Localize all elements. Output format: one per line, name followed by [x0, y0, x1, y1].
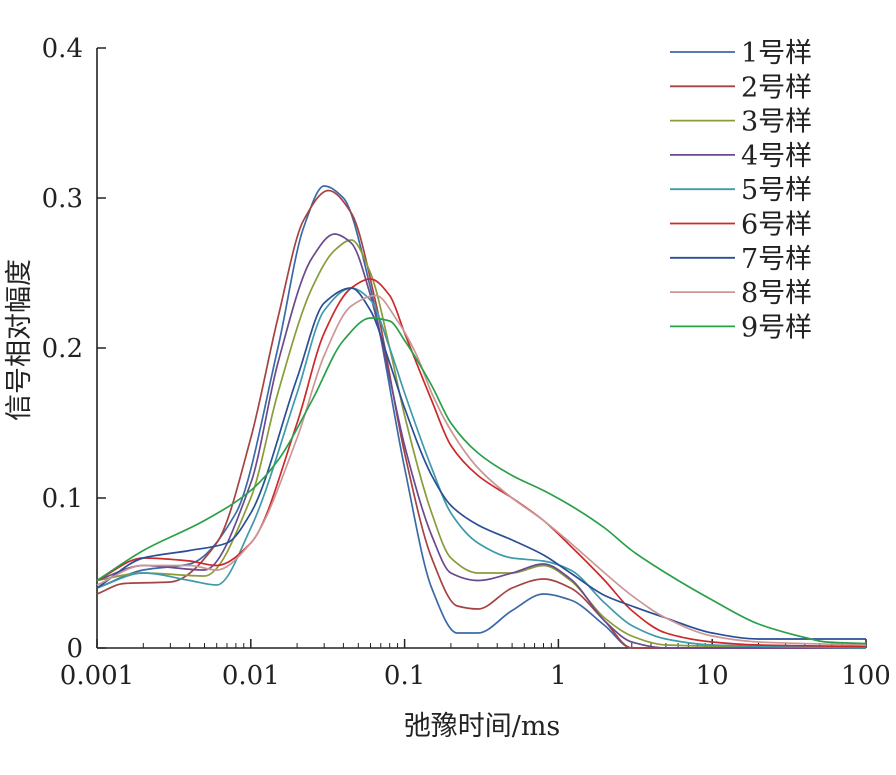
y-axis-ticks: 0 0.1 0.2 0.3 0.4: [42, 34, 106, 664]
series-line-3: [96, 239, 867, 649]
y-tick-label: 0.3: [42, 184, 83, 214]
series-line-1: [96, 185, 866, 649]
x-axis-ticks: 0.001 0.01 0.1 1 10 100: [60, 639, 891, 691]
y-axis-title: 信号相对幅度: [4, 259, 35, 421]
legend-label-9: 9号样: [741, 312, 812, 343]
series-line-4: [96, 233, 866, 649]
y-tick-label: 0.2: [42, 334, 83, 364]
y-tick-label: 0.1: [42, 484, 83, 514]
x-tick-label: 100: [841, 661, 891, 691]
series-lines: [96, 185, 867, 649]
legend-label-5: 5号样: [741, 175, 812, 206]
x-tick-label: 0.001: [60, 661, 134, 691]
legend-label-8: 8号样: [741, 278, 812, 309]
x-tick-label: 10: [696, 661, 729, 691]
x-tick-label: 0.01: [222, 661, 280, 691]
x-tick-label: 0.1: [384, 661, 425, 691]
legend-label-4: 4号样: [741, 141, 812, 172]
series-line-7: [96, 287, 866, 640]
series-line-5: [96, 287, 867, 649]
x-tick-label: 1: [550, 661, 567, 691]
plot-area: [96, 48, 866, 649]
legend-label-1: 1号样: [741, 38, 812, 69]
series-line-8: [96, 294, 867, 646]
series-line-9: [96, 317, 867, 645]
x-axis-title: 弛豫时间/ms: [404, 711, 561, 742]
y-tick-label: 0: [66, 634, 83, 664]
legend-label-3: 3号样: [741, 107, 812, 138]
y-tick-label: 0.4: [42, 34, 83, 64]
legend-label-2: 2号样: [741, 72, 812, 103]
legend-label-7: 7号样: [741, 244, 812, 275]
legend-label-6: 6号样: [741, 210, 812, 241]
